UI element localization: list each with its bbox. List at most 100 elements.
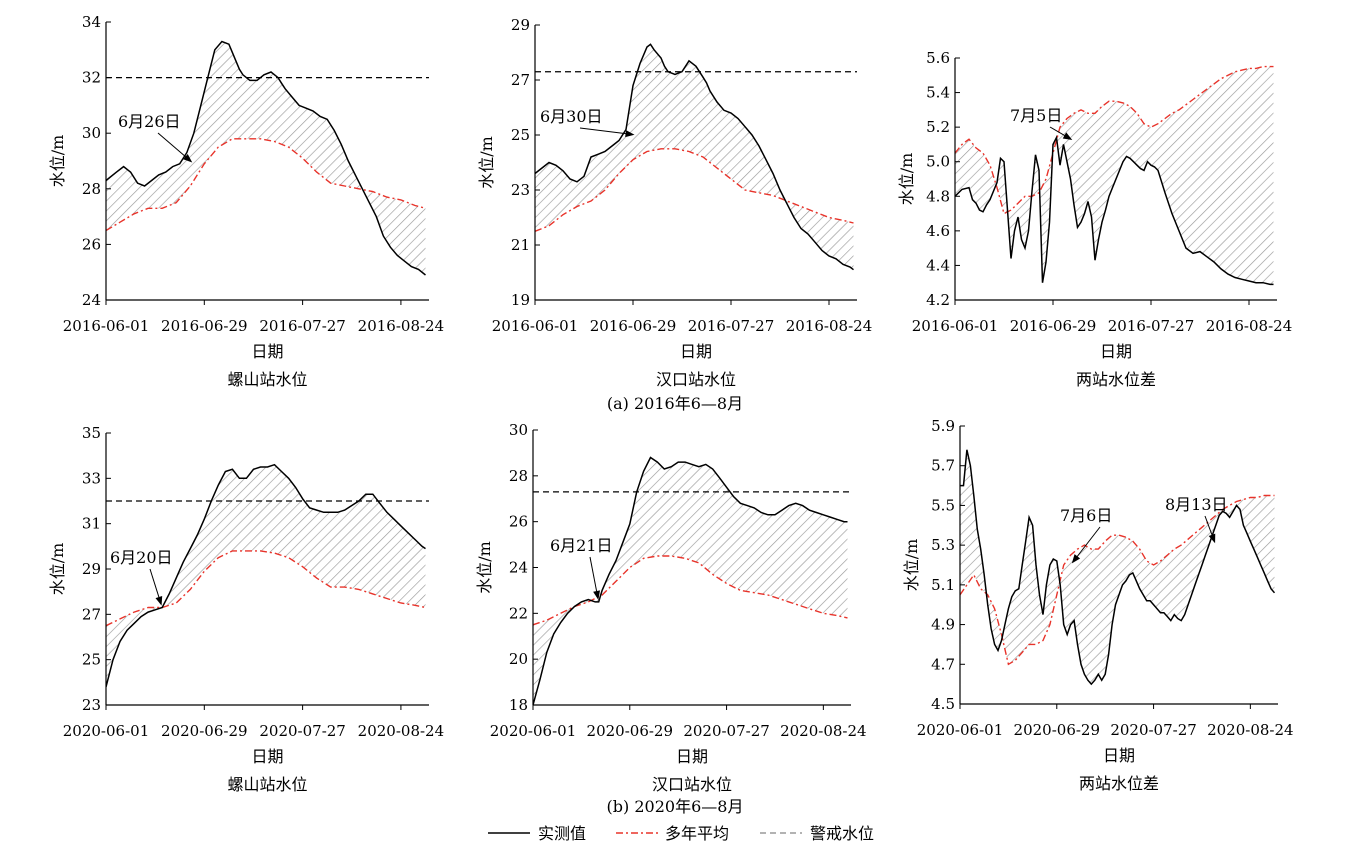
chart-panel-5: 18 20 22 24 26 28 30 2020-06-01 2020-06-29 2020-0… [475, 421, 867, 794]
x-tick-label: 2016-06-29 [161, 317, 247, 335]
annotation-arrow [157, 132, 188, 159]
caption-a: (a) 2016年6—8月 [607, 394, 743, 413]
annotation-arrowhead [593, 590, 601, 600]
y-tick-label: 30 [82, 124, 101, 142]
y-axis-label: 水位/m [48, 543, 67, 596]
series-measured-line [960, 449, 1276, 686]
y-tick-label: 23 [82, 696, 101, 714]
x-tick-label: 2020-08-24 [358, 722, 444, 740]
legend-warning-label: 警戒水位 [810, 824, 874, 843]
y-tick-label: 5.0 [926, 153, 950, 171]
x-tick-label: 2016-07-27 [259, 317, 345, 335]
hatch-band [535, 44, 854, 270]
annotation-arrow [149, 568, 160, 600]
y-tick-label: 5.9 [931, 417, 955, 435]
hatch-band [106, 464, 426, 687]
annotation-arrow [1204, 515, 1214, 537]
x-tick-label: 2020-07-27 [1110, 721, 1196, 739]
y-tick-label: 28 [82, 180, 101, 198]
annotation-arrowhead [625, 130, 635, 138]
caption-b: (b) 2020年6—8月 [607, 797, 744, 816]
panel-title: 两站水位差 [1079, 774, 1159, 793]
y-tick-label: 4.7 [931, 655, 955, 673]
y-tick-label: 24 [82, 291, 101, 309]
y-tick-label: 4.6 [926, 222, 950, 240]
y-tick-label: 28 [509, 467, 528, 485]
panel-title: 汉口站水位 [652, 775, 732, 794]
series-average-line [106, 138, 426, 232]
x-tick-label: 2020-06-01 [917, 721, 1003, 739]
y-tick-label: 4.9 [931, 616, 955, 634]
y-tick-label: 25 [511, 126, 530, 144]
y-tick-label: 5.5 [931, 496, 955, 514]
x-axis-label: 日期 [1103, 746, 1135, 765]
x-tick-label: 2016-06-01 [63, 317, 149, 335]
series-average-line [960, 494, 1275, 666]
x-tick-label: 2016-06-29 [590, 317, 676, 335]
series-measured-line [535, 43, 854, 271]
annotation-label: 6月26日 [118, 112, 181, 131]
hatch-band [960, 449, 1275, 685]
x-tick-label: 2016-06-01 [492, 317, 578, 335]
y-tick-label: 21 [511, 236, 530, 254]
y-tick-label: 26 [82, 235, 101, 253]
y-tick-label: 5.7 [931, 457, 955, 475]
series-measured-line [106, 40, 426, 276]
y-tick-label: 19 [511, 291, 530, 309]
charts-group: 24 26 28 30 32 34 2016-06-01 2016-06-29 2016-07-… [48, 13, 1294, 794]
y-tick-label: 29 [511, 16, 530, 34]
series-measured-line [106, 463, 426, 688]
y-tick-label: 33 [82, 469, 101, 487]
y-tick-label: 25 [82, 651, 101, 669]
annotation-arrowhead [155, 595, 163, 606]
panel-title: 两站水位差 [1076, 370, 1156, 389]
x-tick-label: 2020-07-27 [683, 722, 769, 740]
x-tick-label: 2016-06-29 [1010, 317, 1096, 335]
annotation-label: 7月6日 [1060, 506, 1112, 525]
annotation-label: 6月21日 [550, 536, 613, 555]
y-tick-label: 4.4 [926, 256, 950, 274]
x-axis-label: 日期 [251, 342, 283, 361]
series-average-line [106, 550, 426, 627]
x-tick-label: 2020-07-27 [259, 722, 345, 740]
x-axis-label: 日期 [251, 747, 283, 766]
x-tick-label: 2020-06-01 [63, 722, 149, 740]
y-tick-label: 35 [82, 424, 101, 442]
panel-title: 螺山站水位 [227, 775, 307, 794]
annotation-arrowhead [1071, 554, 1081, 564]
annotation-label: 6月30日 [540, 107, 603, 126]
annotation-arrowhead [1062, 132, 1073, 140]
legend-measured-label: 实测值 [538, 824, 586, 843]
y-tick-label: 27 [82, 605, 101, 623]
y-axis-label: 水位/m [48, 135, 67, 188]
y-tick-label: 4.5 [931, 695, 955, 713]
y-axis-label: 水位/m [902, 539, 921, 592]
chart-panel-6: 4.5 4.7 4.9 5.1 5.3 5.5 5.7 5.9 2020-06-01 2020-0… [902, 417, 1294, 793]
legend: 实测值 多年平均 警戒水位 [488, 824, 874, 843]
hatch-band [533, 457, 848, 705]
x-tick-label: 2020-06-29 [587, 722, 673, 740]
y-axis-label: 水位/m [475, 541, 494, 594]
series-average-line [535, 148, 854, 232]
y-tick-label: 5.3 [931, 536, 955, 554]
chart-panel-2: 19 21 23 25 27 29 2016-06-01 2016-06-29 2016-07-… [477, 16, 872, 389]
chart-panel-1: 24 26 28 30 32 34 2016-06-01 2016-06-29 2016-07-… [48, 13, 444, 389]
annotation-label: 7月5日 [1010, 106, 1062, 125]
x-axis-label: 日期 [1100, 342, 1132, 361]
hatch-band [106, 41, 426, 275]
y-tick-label: 5.6 [926, 49, 950, 67]
y-tick-label: 23 [511, 181, 530, 199]
annotation-arrow [1075, 526, 1101, 559]
annotation-arrow [1049, 126, 1067, 137]
y-tick-label: 31 [82, 515, 101, 533]
y-tick-label: 24 [509, 559, 528, 577]
x-tick-label: 2020-08-24 [780, 722, 866, 740]
y-tick-label: 5.2 [926, 118, 950, 136]
series-average-line [533, 555, 848, 626]
y-tick-label: 26 [509, 513, 528, 531]
series-measured-line [955, 134, 1274, 286]
annotation-arrow [579, 127, 628, 135]
y-tick-label: 5.4 [926, 84, 950, 102]
y-tick-label: 34 [82, 13, 101, 31]
annotation-arrowhead [183, 153, 193, 163]
